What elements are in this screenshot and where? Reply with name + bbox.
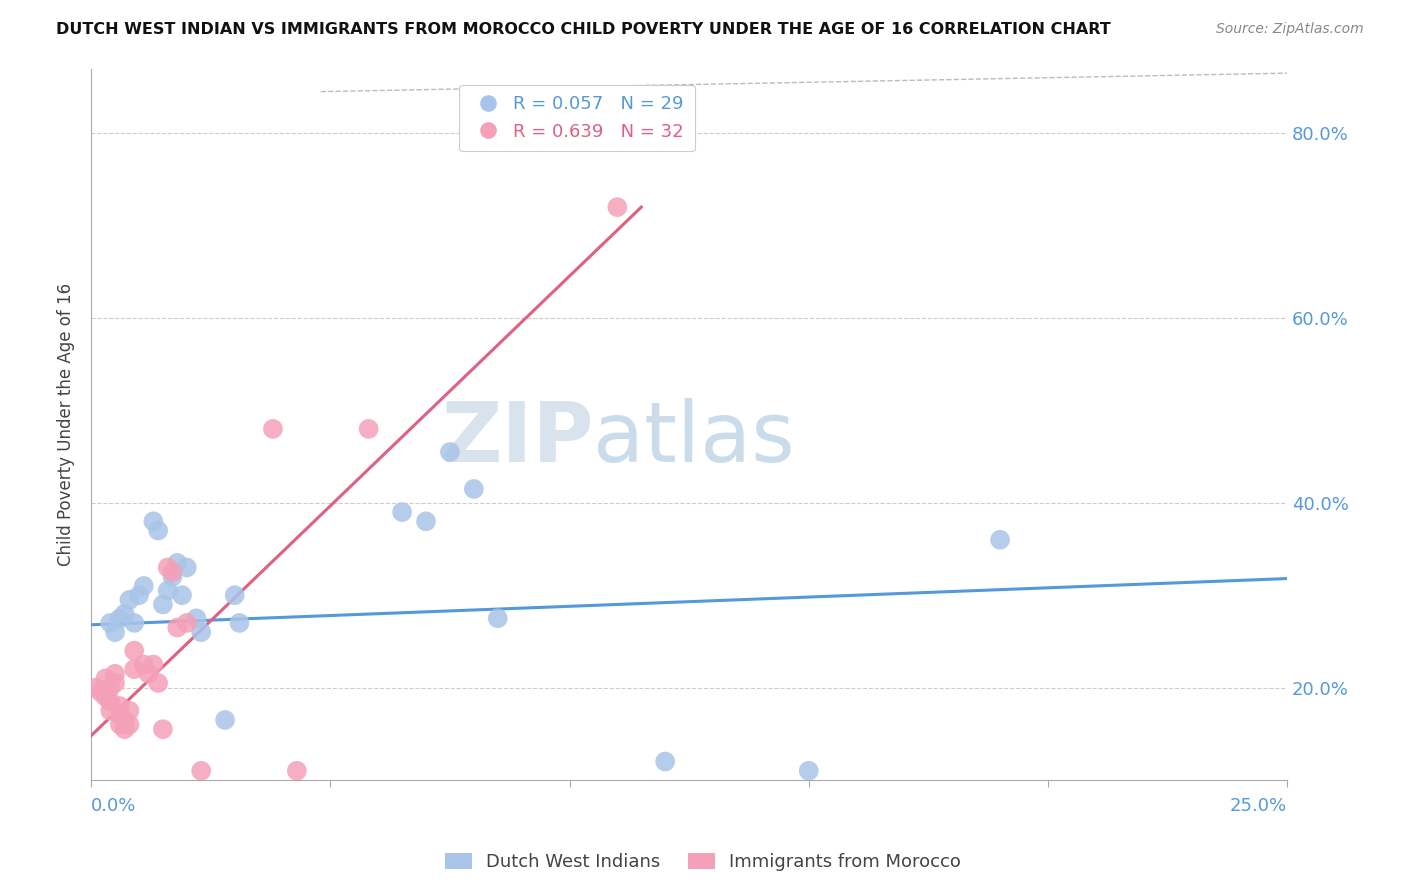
Point <box>94 671 117 685</box>
Text: 0.0%: 0.0% <box>91 797 136 814</box>
Point <box>190 625 212 640</box>
Point <box>122 662 145 676</box>
Legend: Dutch West Indians, Immigrants from Morocco: Dutch West Indians, Immigrants from Moro… <box>437 846 969 879</box>
Point <box>606 200 628 214</box>
Point <box>214 713 236 727</box>
Text: ZIP: ZIP <box>441 398 593 479</box>
Point <box>152 598 174 612</box>
Point <box>138 666 160 681</box>
Point <box>142 514 165 528</box>
Point <box>357 422 380 436</box>
Point <box>146 524 169 538</box>
Point <box>176 615 198 630</box>
Point <box>162 570 184 584</box>
Point <box>114 607 136 621</box>
Point <box>118 717 141 731</box>
Point <box>114 722 136 736</box>
Point <box>142 657 165 672</box>
Point <box>262 422 284 436</box>
Text: 25.0%: 25.0% <box>1230 797 1286 814</box>
Point <box>162 565 184 579</box>
Point <box>146 676 169 690</box>
Legend: R = 0.057   N = 29, R = 0.639   N = 32: R = 0.057 N = 29, R = 0.639 N = 32 <box>458 85 695 152</box>
Point <box>654 755 676 769</box>
Point <box>90 685 112 699</box>
Point <box>114 713 136 727</box>
Point <box>391 505 413 519</box>
Point <box>104 666 127 681</box>
Point <box>415 514 437 528</box>
Point <box>104 676 127 690</box>
Point <box>98 681 121 695</box>
Point <box>108 611 131 625</box>
Text: DUTCH WEST INDIAN VS IMMIGRANTS FROM MOROCCO CHILD POVERTY UNDER THE AGE OF 16 C: DUTCH WEST INDIAN VS IMMIGRANTS FROM MOR… <box>56 22 1111 37</box>
Point <box>176 560 198 574</box>
Point <box>98 704 121 718</box>
Point <box>104 625 127 640</box>
Point <box>988 533 1011 547</box>
Point <box>166 556 188 570</box>
Point <box>132 579 155 593</box>
Point <box>166 621 188 635</box>
Y-axis label: Child Poverty Under the Age of 16: Child Poverty Under the Age of 16 <box>58 283 75 566</box>
Text: atlas: atlas <box>593 398 796 479</box>
Point <box>98 694 121 708</box>
Point <box>122 643 145 657</box>
Point <box>156 583 179 598</box>
Point <box>228 615 250 630</box>
Point <box>486 611 509 625</box>
Text: Source: ZipAtlas.com: Source: ZipAtlas.com <box>1216 22 1364 37</box>
Point <box>439 445 461 459</box>
Point <box>152 722 174 736</box>
Point <box>463 482 485 496</box>
Point <box>285 764 308 778</box>
Point <box>108 708 131 723</box>
Point <box>186 611 208 625</box>
Point <box>224 588 246 602</box>
Point <box>108 717 131 731</box>
Point <box>170 588 193 602</box>
Point <box>84 681 107 695</box>
Point <box>98 615 121 630</box>
Point <box>108 699 131 714</box>
Point <box>190 764 212 778</box>
Point <box>156 560 179 574</box>
Point <box>118 704 141 718</box>
Point <box>132 657 155 672</box>
Point <box>118 592 141 607</box>
Point <box>128 588 150 602</box>
Point <box>122 615 145 630</box>
Point <box>797 764 820 778</box>
Point <box>94 690 117 704</box>
